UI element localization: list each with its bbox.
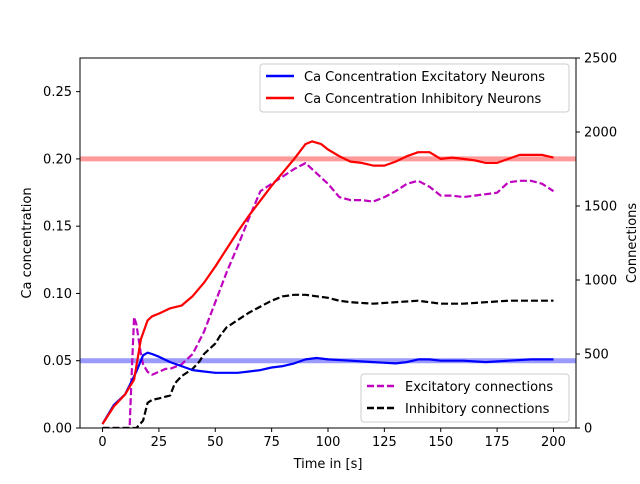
left-axis-ticks: 0.00 0.05 0.10 0.15 0.20 0.25 <box>43 85 80 437</box>
right-tick-label: 1500 <box>584 200 617 215</box>
legend-top: Ca Concentration Excitatory Neurons Ca C… <box>259 63 570 113</box>
series-line-3 <box>102 293 554 428</box>
legend-label-excitatory-ca: Ca Concentration Excitatory Neurons <box>304 70 545 85</box>
legend-label-excitatory-connections: Excitatory connections <box>405 380 553 395</box>
x-tick-label: 100 <box>316 435 341 450</box>
legend-bottom-box <box>360 373 570 423</box>
left-tick-label: 0.00 <box>43 422 72 437</box>
right-axis-label: Connections <box>625 203 640 284</box>
x-tick-label: 50 <box>207 435 224 450</box>
x-tick-label: 25 <box>151 435 168 450</box>
legend-top-box <box>259 63 570 113</box>
x-tick-label: 0 <box>98 435 106 450</box>
x-axis-ticks: 0 25 50 75 100 125 150 175 200 <box>98 428 566 450</box>
right-tick-label: 2000 <box>584 126 617 141</box>
series-line-1 <box>101 140 554 425</box>
right-tick-label: 1000 <box>584 274 617 289</box>
left-axis-label: Ca concentration <box>20 187 35 298</box>
left-tick-label: 0.25 <box>43 85 72 100</box>
left-tick-label: 0.20 <box>43 152 72 167</box>
left-tick-label: 0.15 <box>43 220 72 235</box>
legend-bottom: Excitatory connections Inhibitory connec… <box>360 373 570 423</box>
right-tick-label: 2500 <box>584 52 617 67</box>
x-tick-label: 150 <box>428 435 453 450</box>
reference-lines <box>80 156 576 364</box>
right-axis-ticks: 0 500 1000 1500 2000 2500 <box>576 52 617 437</box>
series-line-2 <box>102 162 555 428</box>
x-tick-label: 125 <box>372 435 397 450</box>
plot-frame <box>79 57 577 429</box>
legend-label-inhibitory-ca: Ca Concentration Inhibitory Neurons <box>304 92 541 107</box>
x-tick-label: 200 <box>541 435 566 450</box>
x-axis-label: Time in [s] <box>293 457 363 472</box>
x-tick-label: 175 <box>485 435 510 450</box>
right-tick-label: 0 <box>584 422 592 437</box>
legend-label-inhibitory-connections: Inhibitory connections <box>405 402 550 417</box>
left-tick-label: 0.10 <box>43 287 72 302</box>
right-tick-label: 500 <box>584 348 609 363</box>
series-group <box>101 140 555 428</box>
series-line-0 <box>101 351 554 425</box>
left-tick-label: 0.05 <box>43 354 72 369</box>
x-tick-label: 75 <box>263 435 280 450</box>
